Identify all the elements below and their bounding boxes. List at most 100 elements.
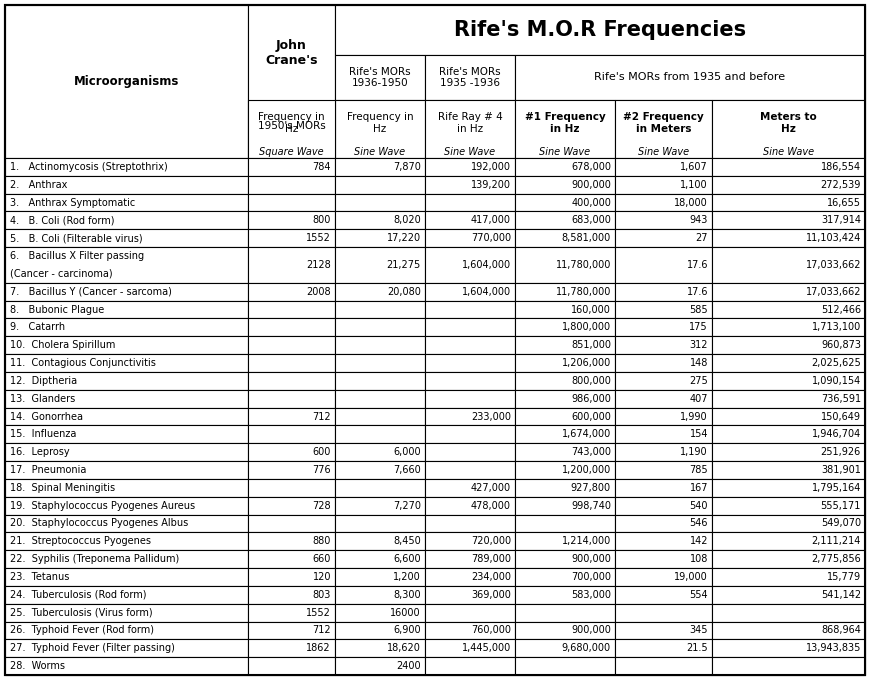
Text: 10.  Cholera Spirillum: 10. Cholera Spirillum (10, 340, 116, 350)
Text: 186,554: 186,554 (820, 162, 860, 172)
Text: 7.   Bacillus Y (Cancer - sarcoma): 7. Bacillus Y (Cancer - sarcoma) (10, 287, 172, 296)
Bar (711, 354, 864, 372)
Text: 12.  Diptheria: 12. Diptheria (10, 376, 77, 386)
Text: 22.  Syphilis (Treponema Pallidum): 22. Syphilis (Treponema Pallidum) (10, 554, 179, 564)
Text: 8,300: 8,300 (393, 590, 421, 600)
Bar (425, 283, 514, 301)
Text: 1,990: 1,990 (680, 411, 707, 422)
Bar (248, 586, 335, 604)
Bar (614, 337, 711, 354)
Bar (335, 568, 425, 586)
Bar (711, 443, 864, 461)
Text: 541,142: 541,142 (820, 590, 860, 600)
Bar (425, 100, 514, 158)
Bar (425, 657, 514, 675)
Text: 927,800: 927,800 (570, 483, 610, 493)
Bar (711, 176, 864, 194)
Text: 1,800,000: 1,800,000 (561, 322, 610, 333)
Bar (614, 372, 711, 390)
Bar (5, 229, 248, 247)
Bar (5, 443, 248, 461)
Bar (711, 532, 864, 550)
Bar (335, 407, 425, 426)
Text: 25.  Tuberculosis (Virus form): 25. Tuberculosis (Virus form) (10, 608, 152, 617)
Bar (248, 426, 335, 443)
Bar (335, 318, 425, 337)
Text: 800,000: 800,000 (570, 376, 610, 386)
Bar (335, 532, 425, 550)
Text: 400,000: 400,000 (570, 198, 610, 207)
Text: 2,111,214: 2,111,214 (811, 537, 860, 546)
Text: 20.  Staphylococcus Pyogenes Albus: 20. Staphylococcus Pyogenes Albus (10, 518, 188, 528)
Text: 18,620: 18,620 (387, 643, 421, 653)
Text: 5.   B. Coli (Filterable virus): 5. B. Coli (Filterable virus) (10, 233, 143, 243)
Text: 660: 660 (312, 554, 330, 564)
Bar (711, 586, 864, 604)
Bar (335, 657, 425, 675)
Bar (248, 158, 335, 176)
Bar (425, 407, 514, 426)
Bar (425, 496, 514, 515)
Text: 600,000: 600,000 (570, 411, 610, 422)
Bar (5, 283, 248, 301)
Text: 712: 712 (312, 411, 330, 422)
Text: #1 Frequency
in Hz: #1 Frequency in Hz (524, 112, 605, 134)
Text: 803: 803 (312, 590, 330, 600)
Bar (335, 550, 425, 568)
Bar (248, 604, 335, 622)
Bar (5, 354, 248, 372)
Bar (335, 5, 864, 55)
Text: 2,025,625: 2,025,625 (810, 358, 860, 368)
Text: Frequency in
Hz: Frequency in Hz (258, 112, 324, 134)
Text: 6,000: 6,000 (393, 447, 421, 457)
Bar (248, 568, 335, 586)
Bar (335, 211, 425, 229)
Bar (335, 479, 425, 496)
Text: 770,000: 770,000 (470, 233, 510, 243)
Bar (425, 372, 514, 390)
Bar (514, 301, 614, 318)
Bar (248, 550, 335, 568)
Bar (514, 372, 614, 390)
Bar (711, 496, 864, 515)
Text: 15,779: 15,779 (826, 572, 860, 582)
Bar (248, 407, 335, 426)
Text: 11,103,424: 11,103,424 (805, 233, 860, 243)
Bar (248, 515, 335, 532)
Bar (425, 550, 514, 568)
Bar (514, 407, 614, 426)
Bar (5, 532, 248, 550)
Bar (614, 515, 711, 532)
Text: Sine Wave: Sine Wave (444, 147, 495, 157)
Bar (514, 337, 614, 354)
Text: 23.  Tetanus: 23. Tetanus (10, 572, 70, 582)
Bar (335, 354, 425, 372)
Text: Sine Wave: Sine Wave (539, 147, 590, 157)
Bar (614, 194, 711, 211)
Bar (335, 426, 425, 443)
Text: 19.  Staphylococcus Pyogenes Aureus: 19. Staphylococcus Pyogenes Aureus (10, 500, 195, 511)
Text: 17,033,662: 17,033,662 (805, 260, 860, 270)
Bar (614, 479, 711, 496)
Text: 1,100: 1,100 (680, 180, 707, 190)
Bar (711, 100, 864, 158)
Bar (614, 622, 711, 639)
Bar (514, 550, 614, 568)
Bar (514, 158, 614, 176)
Bar (248, 354, 335, 372)
Text: 369,000: 369,000 (471, 590, 510, 600)
Bar (614, 550, 711, 568)
Bar (514, 622, 614, 639)
Text: 7,660: 7,660 (393, 465, 421, 475)
Text: 8,581,000: 8,581,000 (561, 233, 610, 243)
Bar (425, 211, 514, 229)
Text: 760,000: 760,000 (470, 626, 510, 635)
Bar (248, 443, 335, 461)
Text: 175: 175 (688, 322, 707, 333)
Text: 234,000: 234,000 (470, 572, 510, 582)
Text: Frequency in
Hz: Frequency in Hz (346, 112, 413, 134)
Bar (425, 354, 514, 372)
Bar (514, 55, 864, 100)
Bar (5, 407, 248, 426)
Bar (335, 461, 425, 479)
